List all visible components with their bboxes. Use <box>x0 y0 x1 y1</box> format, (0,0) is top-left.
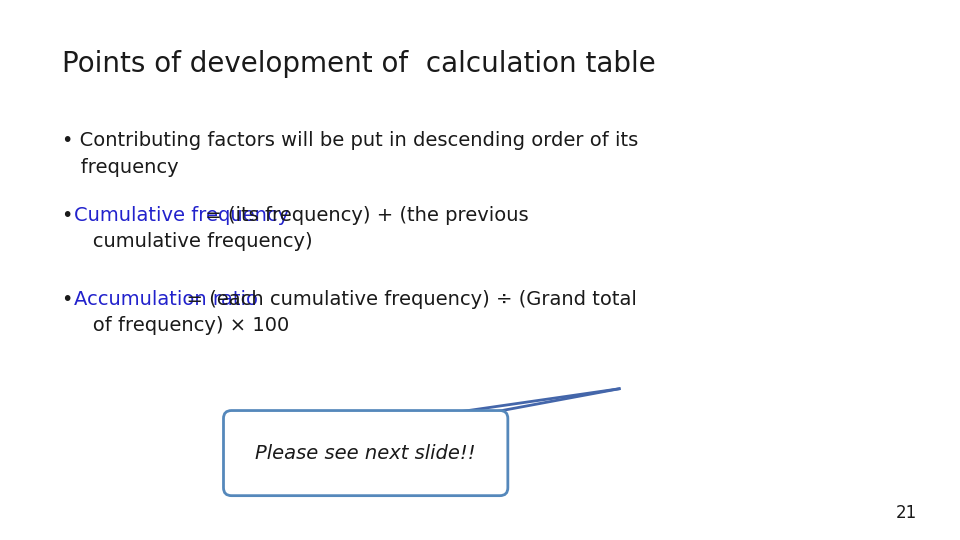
Text: Accumulation ratio: Accumulation ratio <box>74 290 258 309</box>
Text: Points of development of  calculation table: Points of development of calculation tab… <box>62 50 657 78</box>
Text: •: • <box>62 206 80 225</box>
Text: = (its frequency) + (the previous
   cumulative frequency): = (its frequency) + (the previous cumula… <box>74 206 529 251</box>
Text: Cumulative frequency: Cumulative frequency <box>74 206 290 225</box>
Text: 21: 21 <box>897 504 918 522</box>
Text: Please see next slide!!: Please see next slide!! <box>255 443 476 463</box>
Text: •: • <box>62 290 80 309</box>
Text: • Contributing factors will be put in descending order of its
   frequency: • Contributing factors will be put in de… <box>62 131 638 177</box>
Text: = (each cumulative frequency) ÷ (Grand total
   of frequency) × 100: = (each cumulative frequency) ÷ (Grand t… <box>74 290 637 335</box>
FancyBboxPatch shape <box>224 410 508 496</box>
